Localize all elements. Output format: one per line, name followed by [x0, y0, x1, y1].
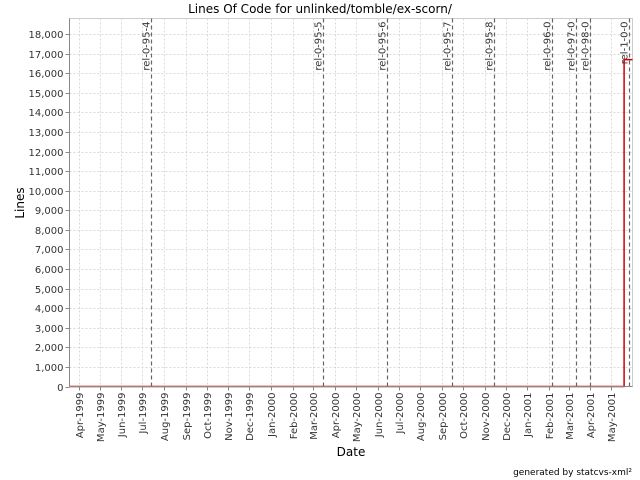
y-tick-label: 18,000	[29, 30, 64, 41]
y-tick-label: 7,000	[35, 245, 64, 256]
release-marker-label: rel-0-95-6	[378, 22, 389, 71]
x-tick-label: Dec-1999	[245, 393, 256, 441]
footer-credit: generated by statcvs-xml²	[513, 468, 632, 478]
y-tick-label: 2,000	[35, 343, 64, 354]
release-marker-label: rel-0-95-8	[485, 22, 496, 71]
x-tick-label: May-1999	[96, 393, 107, 443]
x-tick-label: Aug-1999	[160, 393, 171, 442]
y-tick-label: 1,000	[35, 363, 64, 374]
chart-title: Lines Of Code for unlinked/tomble/ex-sco…	[188, 2, 453, 16]
x-tick-label: Mar-2001	[565, 393, 576, 440]
release-marker-label: rel-0-95-5	[314, 22, 325, 71]
y-tick-label: 8,000	[35, 226, 64, 237]
y-tick-label: 11,000	[29, 167, 64, 178]
x-tick-label: Jan-2000	[267, 393, 278, 438]
release-marker-label: rel-1-0-0	[620, 22, 631, 65]
x-tick-label: Apr-1999	[75, 393, 86, 439]
y-tick-label: 9,000	[35, 206, 64, 217]
x-tick-label: Jun-2000	[374, 393, 385, 439]
x-tick-label: Oct-1999	[203, 393, 214, 439]
x-tick-label: Jan-2001	[523, 393, 534, 438]
x-tick-label: Jul-1999	[138, 393, 149, 435]
plot-area	[69, 18, 633, 387]
x-tick-label: Sep-2000	[438, 393, 449, 441]
y-tick-label: 15,000	[29, 89, 64, 100]
x-tick-label: Apr-2000	[331, 393, 342, 439]
x-tick-label: May-2001	[607, 393, 618, 443]
x-tick-label: May-2000	[352, 393, 363, 443]
y-tick-label: 16,000	[29, 69, 64, 80]
y-tick-label: 17,000	[29, 50, 64, 61]
x-tick-label: Feb-2000	[289, 393, 300, 440]
x-tick-label: Feb-2001	[545, 393, 556, 440]
y-tick-label: 14,000	[29, 108, 64, 119]
x-tick-label: Mar-2000	[309, 393, 320, 440]
y-tick-label: 10,000	[29, 187, 64, 198]
x-axis-label: Date	[337, 445, 366, 459]
y-tick-label: 12,000	[29, 148, 64, 159]
x-tick-label: Jul-2000	[395, 393, 406, 435]
y-tick-label: 5,000	[35, 285, 64, 296]
x-tick-label: Jun-1999	[117, 393, 128, 439]
x-tick-label: Oct-2000	[459, 393, 470, 439]
release-marker-label: rel-0-96-0	[543, 22, 554, 71]
y-tick-label: 0	[57, 383, 63, 394]
x-tick-label: Apr-2001	[586, 393, 597, 439]
y-tick-label: 3,000	[35, 324, 64, 335]
y-tick-label: 13,000	[29, 128, 64, 139]
x-tick-label: Aug-2000	[416, 393, 427, 442]
x-tick-label: Dec-2000	[502, 393, 513, 441]
x-tick-label: Nov-1999	[224, 393, 235, 441]
release-marker-label: rel-0-97-0	[567, 22, 578, 71]
y-axis-label: Lines	[13, 187, 27, 218]
x-tick-label: Nov-2000	[481, 393, 492, 441]
release-marker-label: rel-0-95-4	[142, 22, 153, 71]
release-marker-label: rel-0-98-0	[581, 22, 592, 71]
y-tick-label: 4,000	[35, 304, 64, 315]
release-marker-label: rel-0-95-7	[443, 22, 454, 71]
release-markers: rel-0-95-4 rel-0-95-5 rel-0-95-6 rel-0-95-7…	[142, 18, 631, 387]
x-tick-label: Sep-1999	[182, 393, 193, 441]
axes: 0 1,000 2,000 3,000 4,000 5,000 6,000 7,000 8,00…	[29, 18, 633, 443]
y-tick-label: 6,000	[35, 265, 64, 276]
